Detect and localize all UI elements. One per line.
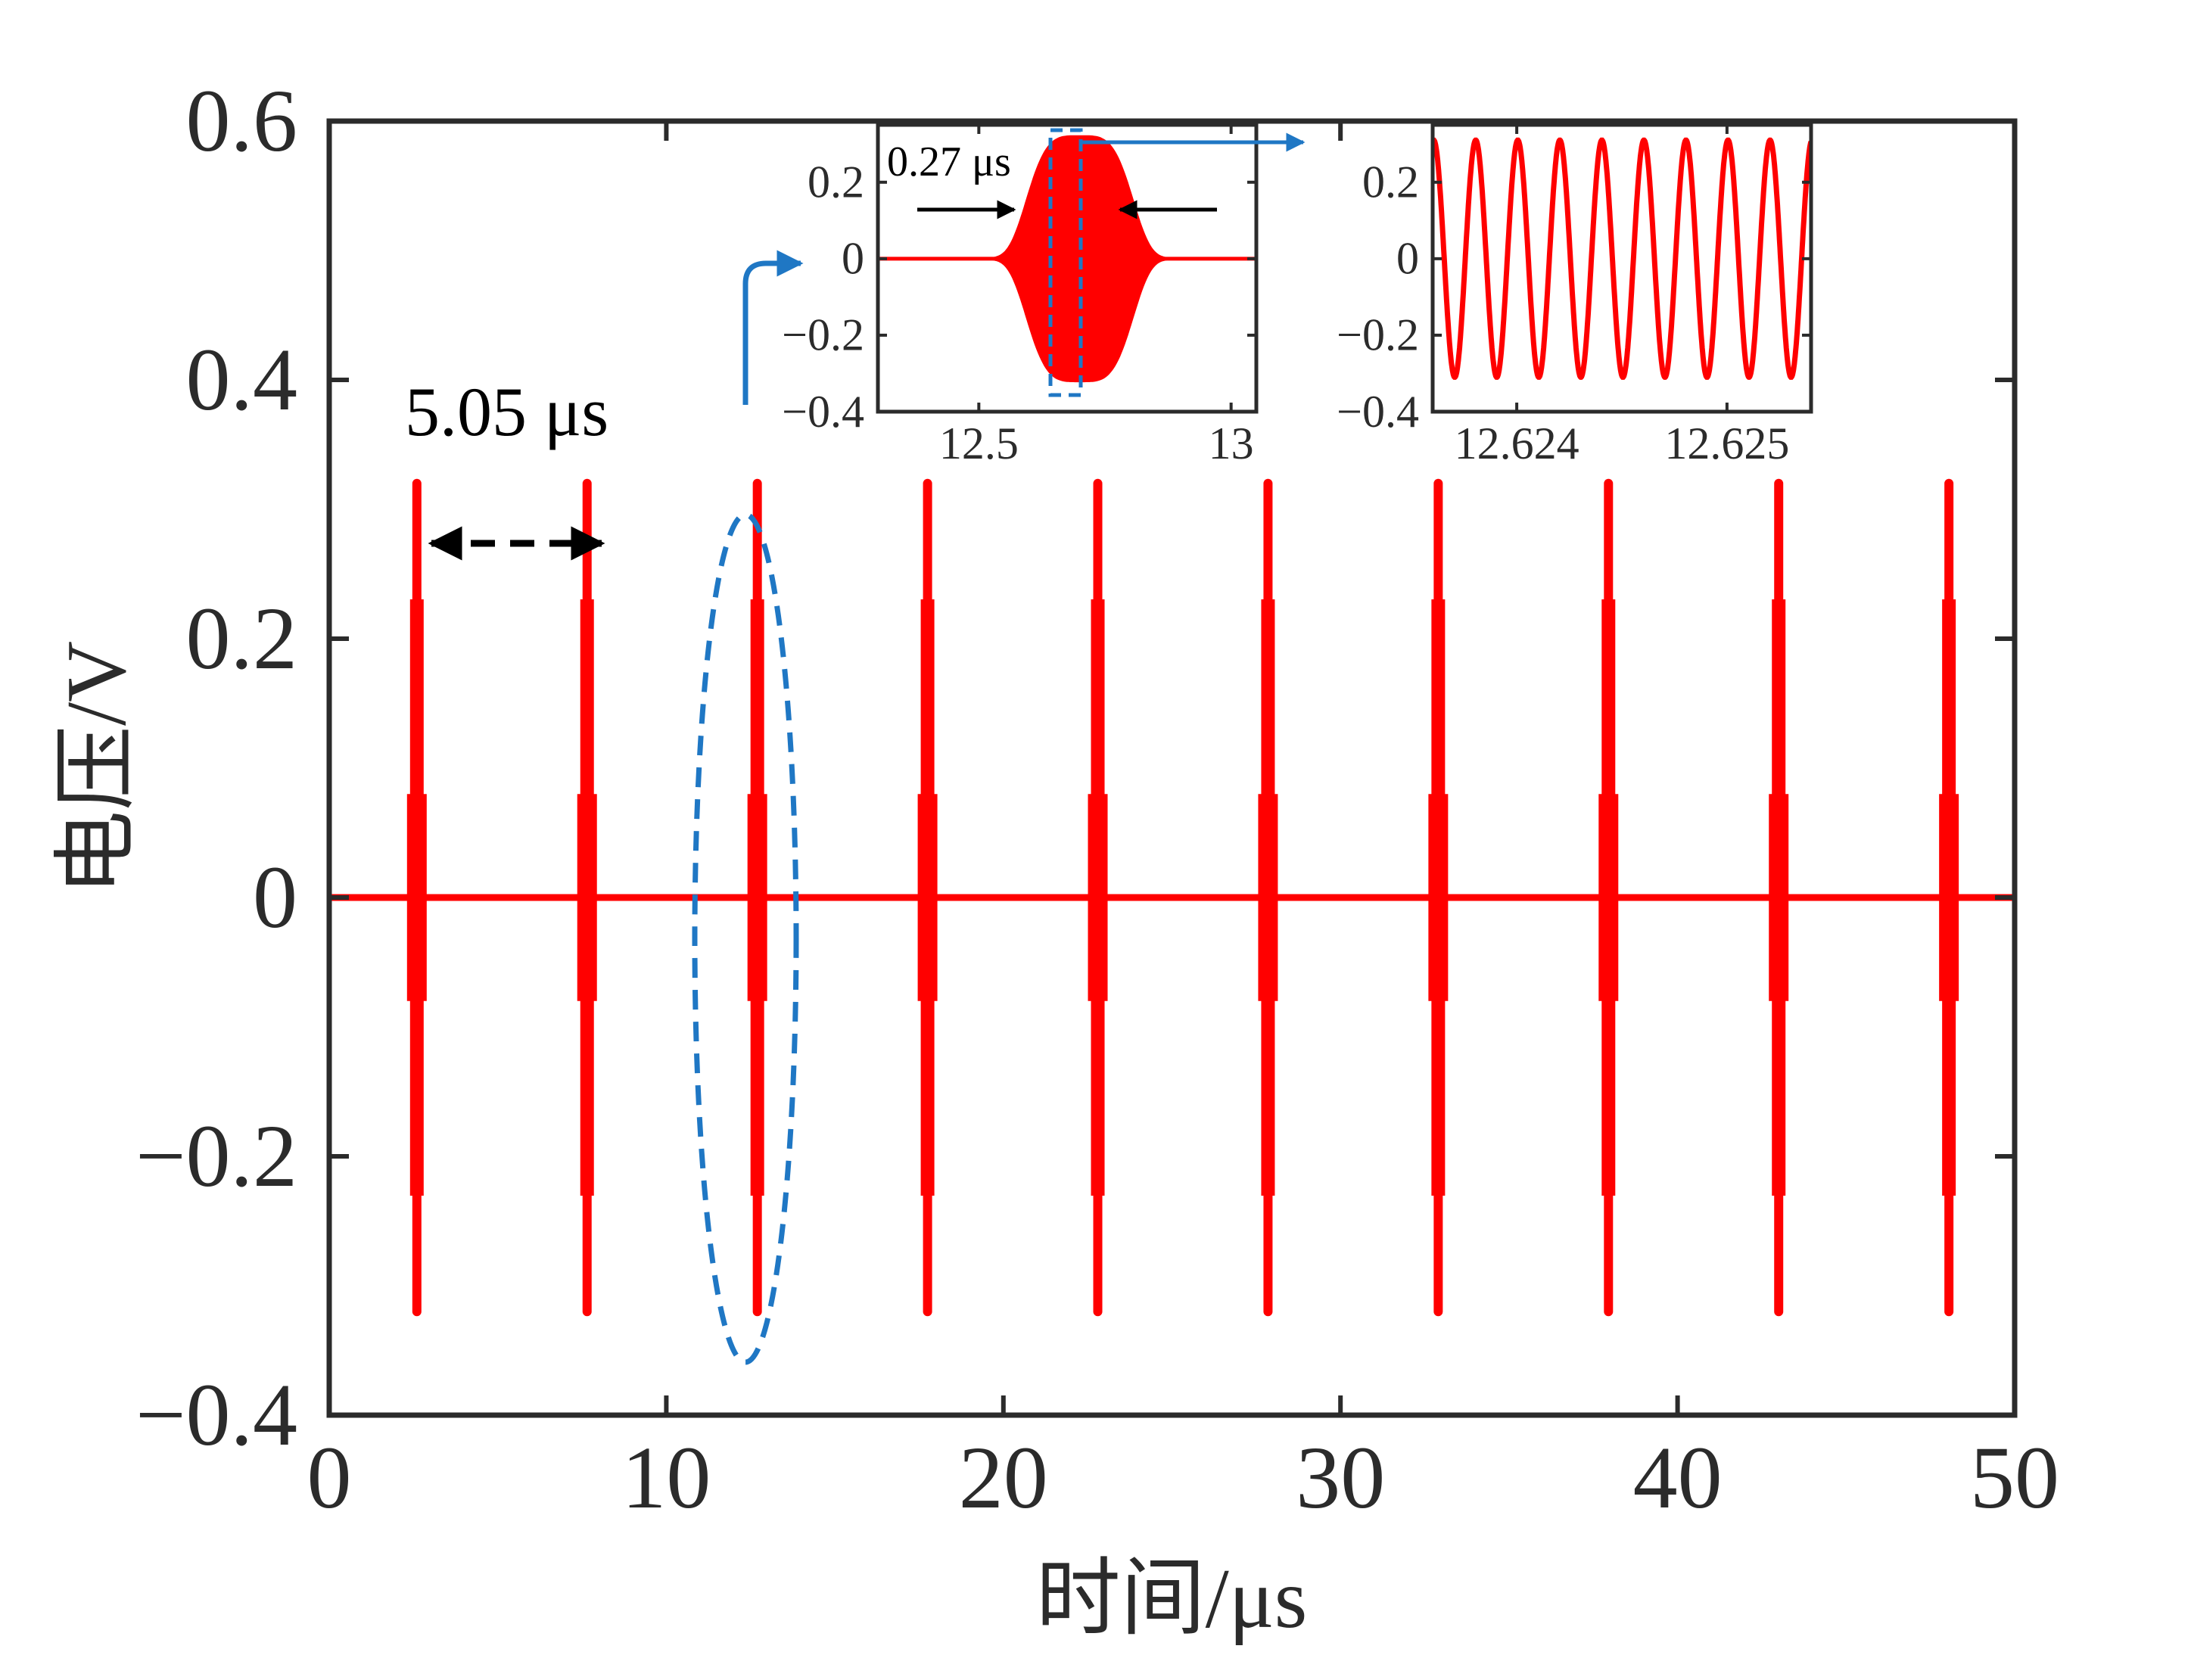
y-tick-label: −0.4 xyxy=(135,1365,297,1464)
inset1-frame xyxy=(876,123,1259,414)
x-tick-label: 30 xyxy=(1296,1428,1385,1527)
y-tick-label: 0.4 xyxy=(186,330,298,429)
y-tick-label: 0.6 xyxy=(186,71,298,170)
callout-connector-1 xyxy=(742,250,804,405)
inset2-signal-trace xyxy=(1433,137,1811,380)
y-tick-label: 0.2 xyxy=(186,589,298,688)
inset-carrier-waveform: 12.624 12.625 −0.4 −0.2 0 0.2 xyxy=(1337,123,1813,468)
main-axes-frame xyxy=(326,118,2018,1418)
pulse-width-label: 0.27 μs xyxy=(887,138,1011,185)
y-tick-label: 0.2 xyxy=(808,157,864,207)
carrier-sine xyxy=(1433,137,1811,380)
y-tick-label: 0 xyxy=(842,234,864,284)
x-tick-label: 13 xyxy=(1209,418,1254,468)
x-tick-label: 12.624 xyxy=(1455,418,1579,468)
highlight-ellipse xyxy=(692,512,799,1365)
inset2-x-ticks: 12.624 12.625 xyxy=(1455,125,1789,468)
x-tick-label: 50 xyxy=(1970,1428,2059,1527)
inset1-signal-trace xyxy=(878,135,1256,383)
inset1-y-ticks: −0.4 −0.2 0 0.2 xyxy=(782,157,1256,437)
x-tick-label: 12.625 xyxy=(1664,418,1789,468)
period-label: 5.05 μs xyxy=(405,373,608,450)
main-signal-trace xyxy=(331,478,2015,1317)
x-tick-label: 10 xyxy=(621,1428,711,1527)
inset1-x-ticks: 12.5 13 xyxy=(939,125,1254,468)
y-tick-label: 0 xyxy=(1396,234,1419,284)
period-annotation: 5.05 μs xyxy=(405,373,608,561)
x-tick-label: 40 xyxy=(1633,1428,1723,1527)
inset2-y-ticks: −0.4 −0.2 0 0.2 xyxy=(1337,157,1811,437)
y-tick-label: −0.4 xyxy=(1337,387,1419,437)
y-tick-label: −0.4 xyxy=(782,387,864,437)
y-tick-label: −0.2 xyxy=(1337,310,1419,360)
main-plot: 0 10 20 30 40 50 −0.4 −0.2 0 0.2 0.4 0.6 时间/μs 电压/… xyxy=(50,71,2059,1646)
zoom-window-box xyxy=(1048,128,1083,397)
inset2-frame xyxy=(1430,123,1813,414)
y-tick-label: −0.2 xyxy=(782,310,864,360)
main-x-ticks: 0 10 20 30 40 50 xyxy=(307,121,2059,1527)
main-y-ticks: −0.4 −0.2 0 0.2 0.4 0.6 xyxy=(135,71,2015,1464)
y-tick-label: 0.2 xyxy=(1362,157,1419,207)
x-tick-label: 20 xyxy=(959,1428,1048,1527)
x-tick-label: 12.5 xyxy=(939,418,1019,468)
y-axis-label: 电压/V xyxy=(50,641,144,895)
y-tick-label: 0 xyxy=(253,848,297,947)
x-axis-label: 时间/μs xyxy=(1036,1552,1308,1646)
inset-pulse-envelope: 12.5 13 −0.4 −0.2 0 0.2 0.27 μs xyxy=(782,123,1259,468)
y-tick-label: −0.2 xyxy=(135,1106,297,1206)
zoom-callout-1 xyxy=(692,250,804,1365)
x-tick-label: 0 xyxy=(307,1428,352,1527)
